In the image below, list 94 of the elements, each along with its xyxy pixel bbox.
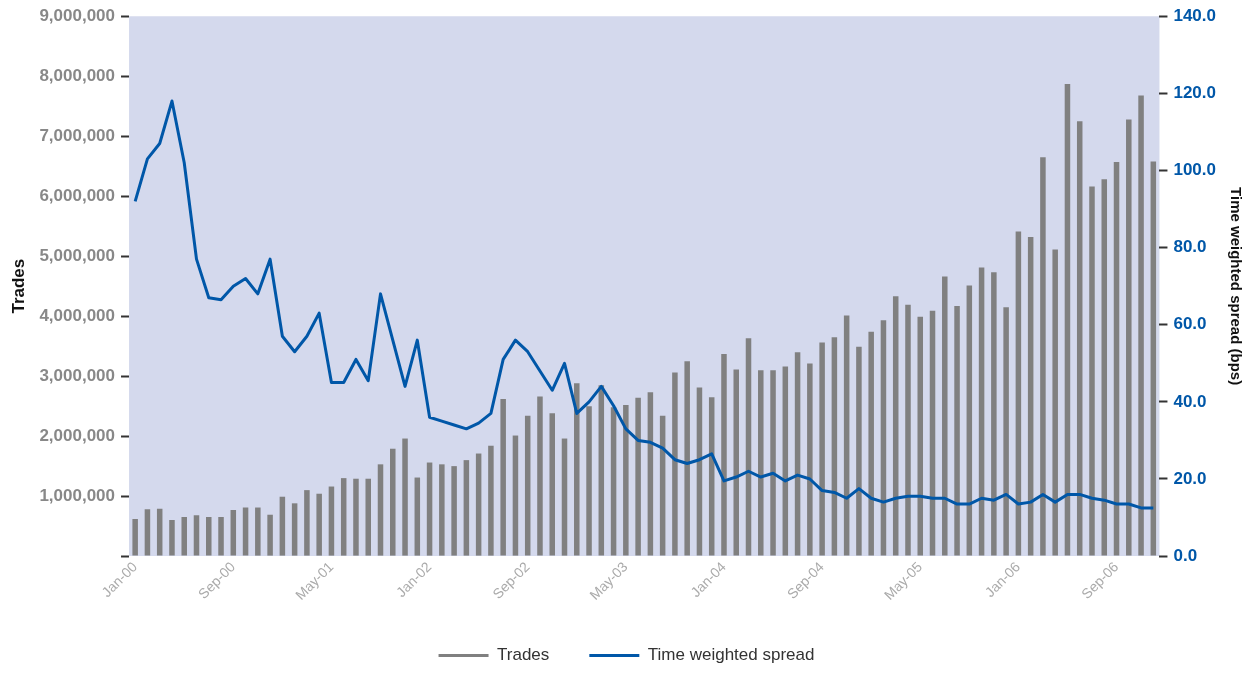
bar	[451, 466, 457, 556]
bar	[1126, 119, 1132, 556]
bar	[574, 383, 580, 556]
bar	[426, 462, 433, 556]
bar	[672, 372, 678, 556]
bar	[868, 331, 874, 556]
bar	[1150, 161, 1157, 556]
bar	[500, 398, 506, 556]
legend-label: Trades	[497, 645, 550, 665]
y-tick-label: 8,000,000	[39, 65, 116, 85]
bar	[230, 509, 237, 556]
bar	[439, 464, 445, 556]
y2-tick-label: 0.0	[1173, 545, 1198, 565]
y2-axis-title: Time weighted spread (bps)	[1227, 187, 1245, 386]
bar	[340, 478, 347, 556]
bar	[942, 276, 948, 556]
bar	[206, 517, 212, 556]
y2-tick-label: 100.0	[1173, 160, 1217, 180]
bar	[1027, 236, 1034, 556]
bar	[156, 508, 163, 556]
bar	[475, 453, 482, 556]
bar	[880, 320, 887, 556]
bar	[770, 370, 776, 556]
bar	[991, 272, 997, 556]
bar	[524, 415, 531, 556]
y2-tick-label: 120.0	[1173, 83, 1217, 103]
bar	[132, 518, 138, 556]
y-tick-label: 2,000,000	[39, 425, 116, 445]
bar	[856, 346, 862, 556]
bar	[635, 397, 641, 556]
bar	[537, 396, 543, 556]
y-tick-label: 5,000,000	[39, 245, 116, 265]
bar	[1040, 157, 1046, 556]
y2-tick-label: 60.0	[1173, 314, 1207, 334]
y-tick-label: 6,000,000	[39, 185, 116, 205]
bar	[610, 407, 617, 556]
bar	[512, 435, 519, 556]
bar	[291, 503, 298, 556]
y2-tick-label: 40.0	[1173, 391, 1207, 411]
bar	[1101, 179, 1108, 556]
bar	[549, 413, 555, 556]
bar	[414, 477, 421, 556]
bar	[353, 478, 359, 556]
bar	[1003, 307, 1009, 556]
bar	[255, 507, 261, 556]
bar	[1015, 231, 1022, 556]
bar	[758, 370, 764, 556]
bar	[561, 438, 568, 556]
bar	[242, 507, 249, 556]
bar	[892, 296, 899, 556]
bar	[169, 520, 175, 556]
bar	[328, 486, 335, 556]
bar	[267, 514, 273, 556]
bar	[316, 493, 322, 556]
y-tick-label: 3,000,000	[39, 365, 116, 385]
bar	[1076, 121, 1083, 556]
bar	[978, 267, 985, 556]
bar	[193, 515, 200, 556]
bar	[905, 304, 911, 556]
y-tick-label: 7,000,000	[39, 125, 116, 145]
bar	[733, 369, 740, 556]
legend-label: Time weighted spread	[647, 645, 815, 665]
bar	[684, 361, 690, 556]
y2-tick-label: 20.0	[1173, 468, 1207, 488]
bar	[365, 478, 371, 556]
bar	[488, 445, 494, 556]
y2-tick-label: 80.0	[1173, 237, 1207, 257]
y2-tick-label: 140.0	[1173, 5, 1217, 25]
bar	[819, 342, 825, 556]
bar	[1138, 95, 1144, 556]
bar	[463, 460, 470, 556]
bar	[377, 464, 384, 556]
bar	[745, 338, 752, 556]
bar	[1052, 249, 1058, 556]
bar	[1064, 83, 1071, 556]
bar	[390, 448, 396, 556]
y-tick-label: 1,000,000	[39, 485, 116, 505]
bar	[917, 316, 924, 556]
bar	[954, 305, 960, 556]
bar	[279, 496, 286, 556]
bar	[402, 438, 408, 556]
bar	[304, 490, 310, 556]
bar	[1089, 186, 1095, 556]
bar	[623, 404, 629, 556]
bar	[807, 363, 813, 556]
bar	[721, 353, 727, 556]
y-axis-title: Trades	[8, 258, 28, 314]
bar	[586, 406, 592, 556]
y-tick-label: 4,000,000	[39, 305, 116, 325]
bar	[218, 517, 224, 556]
bar	[1113, 161, 1120, 556]
bar	[181, 517, 187, 556]
bar	[144, 509, 151, 556]
y-tick-label: 9,000,000	[39, 5, 116, 25]
